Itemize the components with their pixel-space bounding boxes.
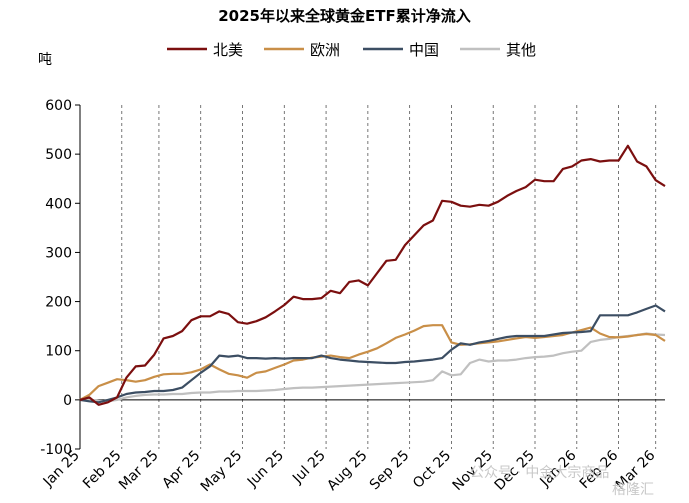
watermark-text: 公众号 · 中金大宗商品	[470, 465, 609, 481]
series-line-0	[79, 144, 666, 406]
y-tick-label: 600	[45, 98, 72, 114]
watermark-text-2: 格隆汇	[612, 482, 654, 498]
legend-label: 其他	[506, 41, 536, 59]
legend-label: 北美	[213, 41, 243, 59]
x-tick-label: Oct 25	[410, 448, 454, 492]
y-tick-label: 100	[45, 344, 72, 360]
x-tick-label: Apr 25	[159, 448, 203, 492]
y-axis-unit-label: 吨	[38, 52, 52, 68]
y-tick-label: 400	[45, 196, 72, 212]
chart-title: 2025年以来全球黄金ETF累计净流入	[218, 7, 470, 25]
series-line-2	[79, 304, 666, 404]
legend: 北美 欧洲 中国 其他	[167, 41, 536, 59]
series-line-3	[80, 332, 666, 403]
legend-label: 中国	[409, 41, 439, 59]
y-tick-label: -100	[40, 442, 72, 458]
vertical-gridlines	[121, 105, 657, 449]
y-tick-label: 300	[45, 245, 72, 261]
x-tick-label: Feb 25	[80, 448, 125, 493]
y-tick-label: 200	[45, 295, 72, 311]
x-tick-label: Sep 25	[367, 448, 413, 494]
x-tick-label: Mar 25	[116, 448, 162, 494]
y-tick-label: 500	[45, 147, 72, 163]
x-tick-label: Jun 25	[244, 448, 287, 491]
legend-label: 欧洲	[310, 41, 340, 59]
x-tick-label: May 25	[198, 448, 246, 496]
series-lines	[79, 144, 666, 406]
watermark: 公众号 · 中金大宗商品 格隆汇	[470, 465, 654, 498]
y-tick-label: 0	[63, 393, 72, 409]
x-tick-label: Aug 25	[324, 448, 370, 494]
x-tick-label: Jul 25	[289, 448, 329, 488]
